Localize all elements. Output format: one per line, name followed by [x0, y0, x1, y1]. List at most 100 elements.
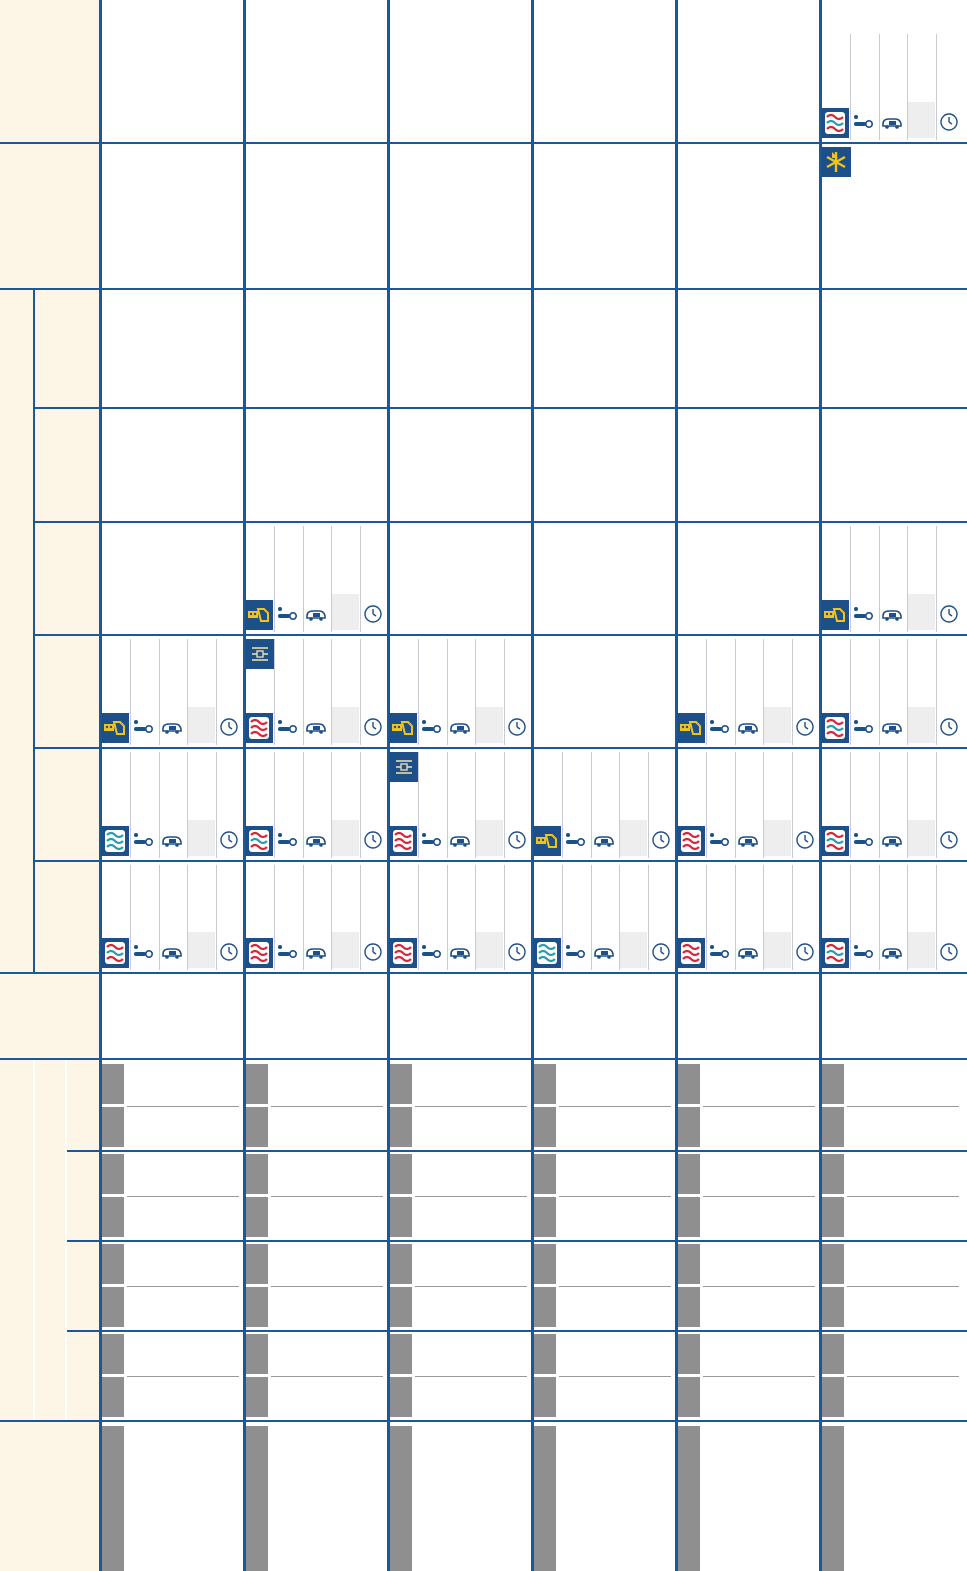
probe-icon[interactable]	[276, 599, 298, 629]
schedule-cell[interactable]	[245, 635, 387, 745]
probe-icon[interactable]	[276, 712, 298, 742]
block-placeholder[interactable]	[102, 1426, 124, 1571]
car-icon[interactable]	[449, 937, 471, 967]
slot-placeholder[interactable]	[678, 1107, 700, 1147]
wave-mixed-icon[interactable]	[101, 938, 129, 968]
car-icon[interactable]	[737, 937, 759, 967]
gun-icon[interactable]	[101, 713, 129, 743]
clock-icon[interactable]	[218, 825, 240, 855]
car-icon[interactable]	[161, 825, 183, 855]
slot-placeholder[interactable]	[390, 1287, 412, 1327]
adjust-icon[interactable]	[245, 639, 275, 669]
schedule-cell[interactable]	[677, 861, 819, 970]
clock-icon[interactable]	[362, 599, 384, 629]
slot-placeholder[interactable]	[102, 1107, 124, 1147]
slot-placeholder[interactable]	[534, 1064, 556, 1104]
probe-icon[interactable]	[132, 937, 154, 967]
schedule-cell[interactable]	[821, 635, 963, 745]
car-icon[interactable]	[737, 825, 759, 855]
clock-icon[interactable]	[938, 107, 960, 137]
wave-teal-icon[interactable]	[101, 826, 129, 856]
slot-placeholder[interactable]	[822, 1377, 844, 1417]
wave-red-icon[interactable]	[677, 826, 705, 856]
car-icon[interactable]	[305, 712, 327, 742]
schedule-cell[interactable]	[389, 748, 531, 858]
slot-placeholder[interactable]	[534, 1287, 556, 1327]
wave-mixed-icon[interactable]	[821, 826, 849, 856]
car-icon[interactable]	[305, 825, 327, 855]
clock-icon[interactable]	[506, 937, 528, 967]
flash-icon[interactable]	[821, 147, 851, 177]
slot-placeholder[interactable]	[390, 1064, 412, 1104]
slot-placeholder[interactable]	[390, 1244, 412, 1284]
schedule-cell[interactable]	[389, 635, 531, 745]
car-icon[interactable]	[593, 937, 615, 967]
clock-icon[interactable]	[362, 825, 384, 855]
probe-icon[interactable]	[708, 712, 730, 742]
schedule-cell[interactable]	[677, 635, 819, 745]
probe-icon[interactable]	[132, 712, 154, 742]
schedule-cell[interactable]	[821, 748, 963, 858]
probe-icon[interactable]	[852, 107, 874, 137]
clock-icon[interactable]	[650, 937, 672, 967]
clock-icon[interactable]	[938, 825, 960, 855]
slot-placeholder[interactable]	[390, 1197, 412, 1237]
clock-icon[interactable]	[938, 712, 960, 742]
slot-placeholder[interactable]	[246, 1197, 268, 1237]
car-icon[interactable]	[881, 599, 903, 629]
wave-mixed-icon[interactable]	[821, 938, 849, 968]
schedule-cell[interactable]	[101, 861, 243, 970]
probe-icon[interactable]	[276, 937, 298, 967]
slot-placeholder[interactable]	[246, 1287, 268, 1327]
slot-placeholder[interactable]	[102, 1197, 124, 1237]
car-icon[interactable]	[881, 712, 903, 742]
clock-icon[interactable]	[650, 825, 672, 855]
wave-teal-icon[interactable]	[533, 938, 561, 968]
wave-red-icon[interactable]	[245, 713, 273, 743]
probe-icon[interactable]	[852, 712, 874, 742]
slot-placeholder[interactable]	[678, 1064, 700, 1104]
car-icon[interactable]	[881, 825, 903, 855]
probe-icon[interactable]	[420, 825, 442, 855]
slot-placeholder[interactable]	[822, 1107, 844, 1147]
car-icon[interactable]	[737, 712, 759, 742]
slot-placeholder[interactable]	[534, 1334, 556, 1374]
car-icon[interactable]	[593, 825, 615, 855]
probe-icon[interactable]	[708, 937, 730, 967]
probe-icon[interactable]	[564, 825, 586, 855]
clock-icon[interactable]	[218, 937, 240, 967]
schedule-cell[interactable]	[533, 748, 675, 858]
slot-placeholder[interactable]	[678, 1154, 700, 1194]
block-placeholder[interactable]	[822, 1426, 844, 1571]
wave-mixed-icon[interactable]	[821, 108, 849, 138]
probe-icon[interactable]	[852, 937, 874, 967]
schedule-cell[interactable]	[821, 522, 963, 632]
slot-placeholder[interactable]	[102, 1244, 124, 1284]
clock-icon[interactable]	[506, 712, 528, 742]
block-placeholder[interactable]	[390, 1426, 412, 1571]
block-placeholder[interactable]	[678, 1426, 700, 1571]
probe-icon[interactable]	[852, 825, 874, 855]
wave-red-icon[interactable]	[389, 826, 417, 856]
slot-placeholder[interactable]	[534, 1244, 556, 1284]
car-icon[interactable]	[161, 937, 183, 967]
schedule-cell[interactable]	[101, 748, 243, 858]
car-icon[interactable]	[881, 107, 903, 137]
probe-icon[interactable]	[276, 825, 298, 855]
wave-mixed-icon[interactable]	[821, 713, 849, 743]
probe-icon[interactable]	[564, 937, 586, 967]
schedule-cell[interactable]	[677, 748, 819, 858]
schedule-cell[interactable]	[245, 748, 387, 858]
slot-placeholder[interactable]	[390, 1154, 412, 1194]
car-icon[interactable]	[449, 825, 471, 855]
slot-placeholder[interactable]	[102, 1334, 124, 1374]
probe-icon[interactable]	[132, 825, 154, 855]
slot-placeholder[interactable]	[678, 1377, 700, 1417]
slot-placeholder[interactable]	[822, 1197, 844, 1237]
clock-icon[interactable]	[938, 599, 960, 629]
schedule-cell[interactable]	[245, 861, 387, 970]
slot-placeholder[interactable]	[102, 1377, 124, 1417]
slot-placeholder[interactable]	[678, 1287, 700, 1327]
wave-mixed-icon[interactable]	[245, 826, 273, 856]
schedule-cell[interactable]	[245, 522, 387, 632]
